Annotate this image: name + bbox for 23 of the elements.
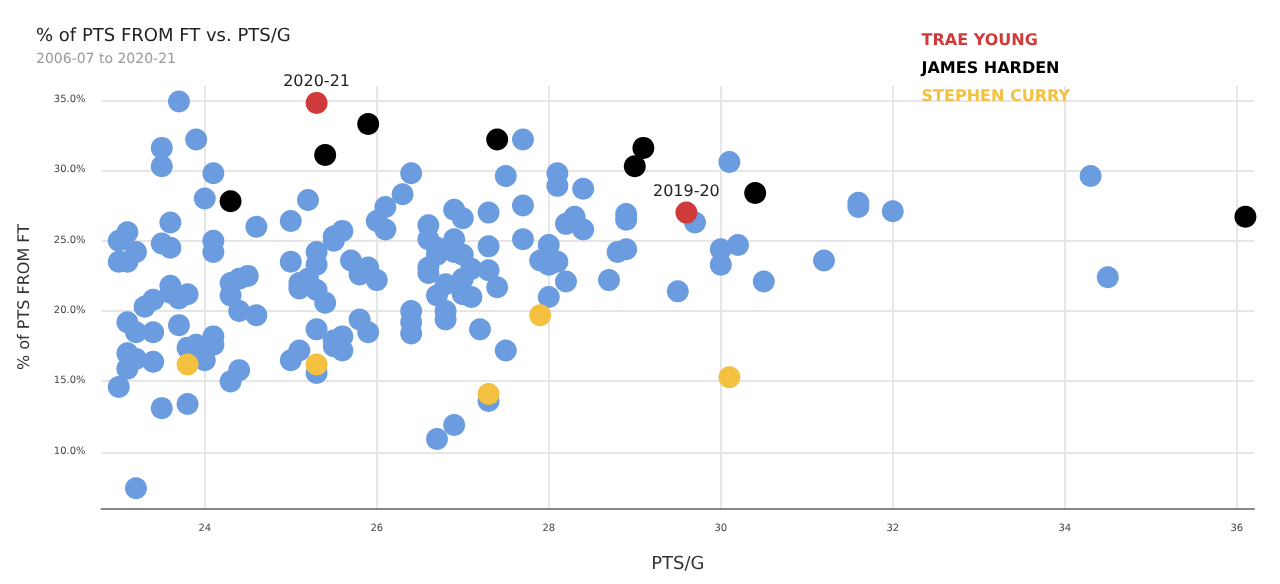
point [176,353,199,376]
y-axis-title: % of PTS FROM FT [15,223,33,370]
point [675,201,698,224]
point [305,91,328,114]
annotation: 2019-20 [652,181,720,200]
point [305,353,328,376]
point [632,136,655,159]
annotation: 2020-21 [283,71,351,90]
point [357,112,380,135]
text: STEPHEN CURRY [921,87,1071,105]
point [529,304,552,327]
chart-title: % of PTS FROM FT vs. PTS/G [36,27,291,47]
point [314,143,337,166]
point [486,128,509,151]
text: TRAE YOUNG [921,31,1038,49]
point [1234,205,1257,228]
point [623,155,646,178]
point [219,190,242,213]
x-axis-title: PTS/G [651,555,705,575]
text: JAMES HARDEN [919,59,1060,77]
point [477,383,500,406]
point [744,181,767,204]
point [718,366,741,389]
